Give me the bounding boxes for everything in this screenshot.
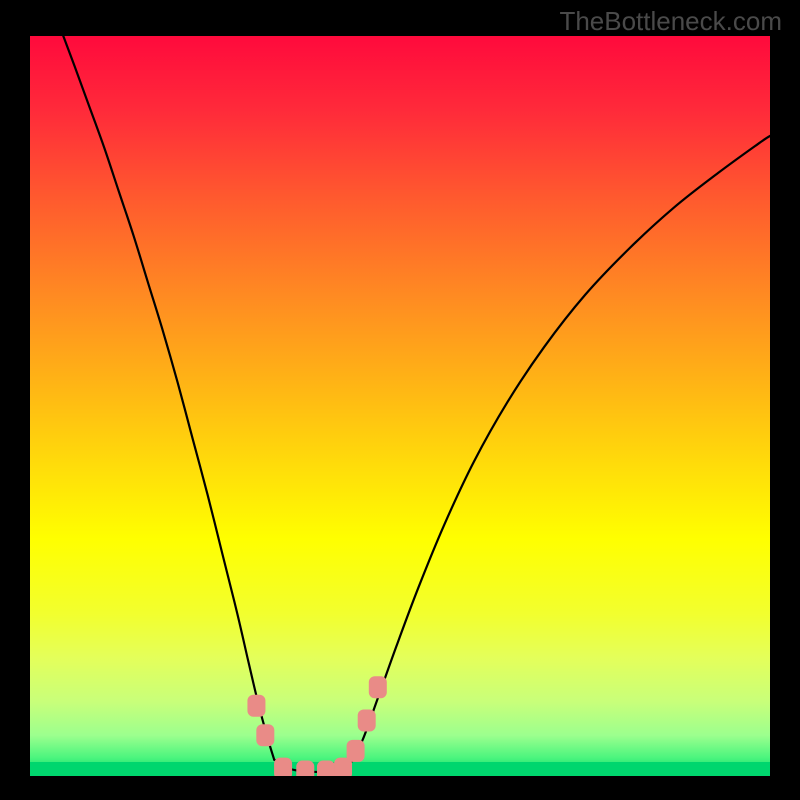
data-marker [296, 761, 314, 776]
data-marker [347, 740, 365, 762]
data-marker [358, 710, 376, 732]
data-marker [247, 695, 265, 717]
curve-right-arm [352, 136, 770, 761]
curve-layer [30, 36, 770, 776]
watermark-text: TheBottleneck.com [559, 6, 782, 37]
curve-left-arm [63, 36, 274, 760]
plot-area [30, 36, 770, 776]
chart-stage: TheBottleneck.com [0, 0, 800, 800]
data-marker [317, 761, 335, 776]
data-marker [274, 758, 292, 776]
data-marker [369, 676, 387, 698]
data-marker [256, 724, 274, 746]
